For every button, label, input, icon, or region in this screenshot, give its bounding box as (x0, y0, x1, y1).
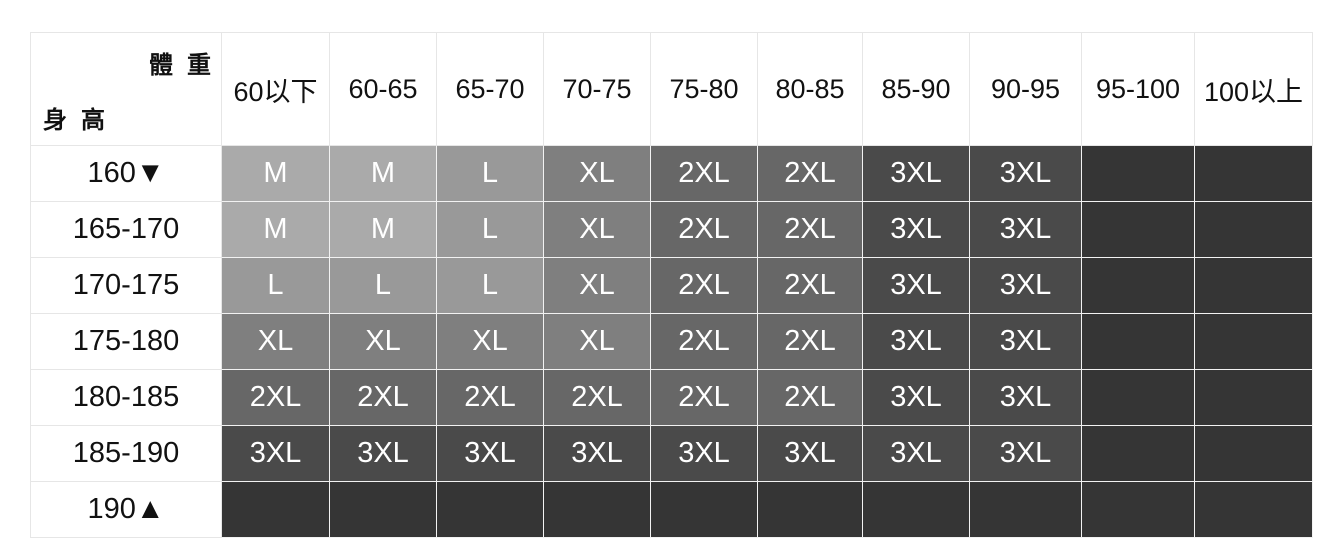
size-cell: 3XL (969, 313, 1082, 370)
size-cell: 3XL (862, 257, 970, 314)
header-row: 體重 身高 60以下 60-65 65-70 70-75 75-80 80-85 85-90… (30, 32, 1313, 146)
size-cell: 3XL (436, 425, 544, 482)
size-cell: 2XL (757, 369, 863, 426)
size-cell: 2XL (757, 201, 863, 258)
height-row-header: 190▲ (30, 481, 222, 538)
size-cell: 3XL (969, 201, 1082, 258)
size-cell (1194, 257, 1313, 314)
size-cell: 3XL (969, 145, 1082, 202)
table-row: 160▼ M M L XL 2XL 2XL 3XL 3XL (30, 145, 1313, 202)
size-cell (1194, 369, 1313, 426)
size-cell (969, 481, 1082, 538)
size-cell: 2XL (436, 369, 544, 426)
table-row: 170-175 L L L XL 2XL 2XL 3XL 3XL (30, 257, 1313, 314)
size-cell: XL (329, 313, 437, 370)
height-row-header: 170-175 (30, 257, 222, 314)
weight-column-header: 80-85 (757, 32, 863, 146)
size-cell: XL (543, 257, 651, 314)
size-cell: 3XL (969, 369, 1082, 426)
table-row: 185-190 3XL 3XL 3XL 3XL 3XL 3XL 3XL 3XL (30, 425, 1313, 482)
size-cell (757, 481, 863, 538)
size-cell (1194, 425, 1313, 482)
weight-column-header: 100以上 (1194, 32, 1313, 146)
corner-cell: 體重 身高 (30, 32, 225, 146)
size-cell: 2XL (650, 145, 758, 202)
size-cell: 2XL (757, 145, 863, 202)
table-row: 175-180 XL XL XL XL 2XL 2XL 3XL 3XL (30, 313, 1313, 370)
size-cell: 2XL (650, 257, 758, 314)
size-cell: 3XL (969, 257, 1082, 314)
size-cell: L (329, 257, 437, 314)
size-cell (650, 481, 758, 538)
size-cell: 2XL (221, 369, 330, 426)
size-cell (221, 481, 330, 538)
size-cell (1194, 201, 1313, 258)
weight-column-header: 60以下 (221, 32, 330, 146)
size-cell: 2XL (543, 369, 651, 426)
table-row: 190▲ (30, 481, 1313, 538)
size-cell: 3XL (969, 425, 1082, 482)
size-cell (329, 481, 437, 538)
size-cell (1194, 481, 1313, 538)
weight-column-header: 90-95 (969, 32, 1082, 146)
height-row-header: 175-180 (30, 313, 222, 370)
table-row: 165-170 M M L XL 2XL 2XL 3XL 3XL (30, 201, 1313, 258)
size-cell (1081, 257, 1195, 314)
size-cell (543, 481, 651, 538)
size-cell: 3XL (543, 425, 651, 482)
height-row-header: 180-185 (30, 369, 222, 426)
size-cell: 2XL (650, 201, 758, 258)
size-cell (1194, 145, 1313, 202)
size-cell: 3XL (862, 369, 970, 426)
size-cell: XL (543, 201, 651, 258)
size-chart-table: 體重 身高 60以下 60-65 65-70 70-75 75-80 80-85 85-90… (30, 32, 1313, 538)
height-row-header: 185-190 (30, 425, 222, 482)
size-cell: 2XL (757, 257, 863, 314)
size-cell (862, 481, 970, 538)
height-row-header: 165-170 (30, 201, 222, 258)
size-cell: 3XL (862, 201, 970, 258)
size-cell: 3XL (862, 145, 970, 202)
size-cell: XL (221, 313, 330, 370)
weight-column-header: 60-65 (329, 32, 437, 146)
size-cell: M (329, 145, 437, 202)
size-cell: 3XL (757, 425, 863, 482)
size-cell: XL (543, 145, 651, 202)
weight-column-header: 65-70 (436, 32, 544, 146)
size-cell: 3XL (862, 425, 970, 482)
size-cell (1081, 425, 1195, 482)
weight-column-header: 70-75 (543, 32, 651, 146)
height-row-header: 160▼ (30, 145, 222, 202)
size-cell (1081, 481, 1195, 538)
size-cell: L (221, 257, 330, 314)
size-cell: 2XL (650, 369, 758, 426)
height-label: 身高 (43, 107, 119, 134)
size-cell (1081, 145, 1195, 202)
size-cell (1081, 369, 1195, 426)
size-cell: L (436, 201, 544, 258)
size-cell: 2XL (650, 313, 758, 370)
size-cell: XL (436, 313, 544, 370)
weight-column-header: 75-80 (650, 32, 758, 146)
size-cell: L (436, 145, 544, 202)
size-cell (1194, 313, 1313, 370)
size-cell: 3XL (221, 425, 330, 482)
size-cell (436, 481, 544, 538)
size-cell: 3XL (329, 425, 437, 482)
weight-column-header: 85-90 (862, 32, 970, 146)
size-cell: XL (543, 313, 651, 370)
size-cell: 3XL (650, 425, 758, 482)
size-cell (1081, 201, 1195, 258)
weight-label: 體重 (149, 52, 225, 79)
size-cell: M (329, 201, 437, 258)
weight-column-header: 95-100 (1081, 32, 1195, 146)
size-cell: M (221, 145, 330, 202)
size-cell: M (221, 201, 330, 258)
size-cell (1081, 313, 1195, 370)
size-cell: 2XL (757, 313, 863, 370)
table-row: 180-185 2XL 2XL 2XL 2XL 2XL 2XL 3XL 3XL (30, 369, 1313, 426)
size-cell: 2XL (329, 369, 437, 426)
size-cell: 3XL (862, 313, 970, 370)
size-cell: L (436, 257, 544, 314)
